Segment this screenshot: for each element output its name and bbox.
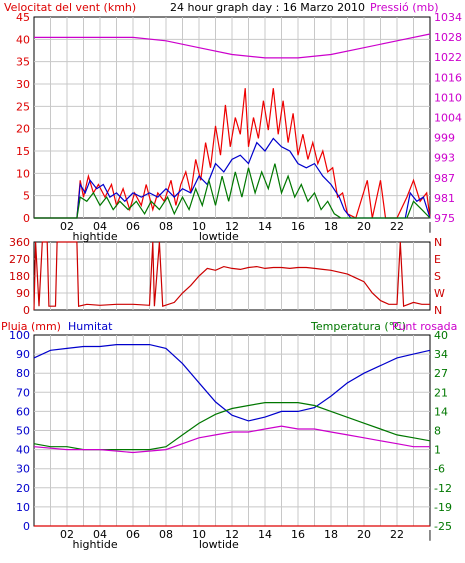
right-tick-label: -12 (434, 482, 452, 495)
x-tick-label: 08 (159, 528, 173, 541)
x-tick-label: 14 (258, 528, 272, 541)
wind-direction-series-line (33, 241, 430, 311)
right-tick-label: S (434, 270, 441, 283)
avg_wind-series-line (34, 137, 431, 219)
left-tick-label: 60 (16, 405, 30, 418)
hightide-label: hightide (72, 538, 117, 551)
right-tick-label: -19 (434, 501, 452, 514)
x-tick-label: 16 (291, 220, 305, 233)
x-tick-label: 20 (357, 528, 371, 541)
right-tick-label: E (434, 253, 441, 266)
left-tick-label: 40 (16, 33, 30, 46)
left-tick-label: 35 (16, 56, 30, 69)
right-tick-label: 1 (434, 444, 441, 457)
temperature-axis-title: Temperatura (°C) (310, 320, 406, 333)
lowtide-label: lowtide (199, 230, 239, 243)
x-tick-label: 04 (93, 528, 107, 541)
left-tick-label: 0 (23, 520, 30, 533)
x-tick-label: 20 (357, 220, 371, 233)
x-tick-label: 02 (60, 220, 74, 233)
x-tick-label: 06 (126, 220, 140, 233)
left-tick-label: 30 (16, 463, 30, 476)
x-tick-label: | (428, 220, 432, 233)
left-tick-label: 90 (16, 287, 30, 300)
left-tick-label: 45 (16, 11, 30, 24)
right-tick-label: W (434, 287, 445, 300)
right-tick-label: 1004 (434, 112, 462, 125)
left-tick-label: 80 (16, 367, 30, 380)
pressure-axis-title: Pressió (mb) (370, 1, 439, 14)
x-tick-label: 08 (159, 220, 173, 233)
right-tick-label: 981 (434, 192, 455, 205)
x-tick-label: 12 (225, 528, 239, 541)
graph-title: 24 hour graph day : 16 Marzo 2010 (170, 1, 365, 14)
x-tick-label: 18 (324, 220, 338, 233)
hightide-label: hightide (72, 230, 117, 243)
x-tick-label: 22 (390, 220, 404, 233)
x-tick-label: 16 (291, 528, 305, 541)
left-tick-label: 10 (16, 501, 30, 514)
left-tick-label: 90 (16, 348, 30, 361)
right-tick-label: 40 (434, 329, 448, 342)
x-tick-label: 14 (258, 220, 272, 233)
right-tick-label: -6 (434, 463, 445, 476)
right-tick-label: 21 (434, 386, 448, 399)
dewpoint-axis-title: Punt rosada (392, 320, 457, 333)
chart-panels: 0510152025303540459759819879939991004101… (9, 11, 462, 551)
dewpoint-series-line (33, 425, 430, 454)
x-tick-label: 18 (324, 528, 338, 541)
x-tick-label: 22 (390, 528, 404, 541)
left-tick-label: 360 (9, 236, 30, 249)
left-tick-label: 5 (23, 190, 30, 203)
x-tick-label: 10 (192, 528, 206, 541)
right-tick-label: -25 (434, 520, 452, 533)
left-tick-label: 180 (9, 270, 30, 283)
left-tick-label: 20 (16, 482, 30, 495)
x-tick-label: 04 (93, 220, 107, 233)
x-tick-label: 06 (126, 528, 140, 541)
right-tick-label: 1022 (434, 51, 462, 64)
x-tick-label: 12 (225, 220, 239, 233)
humidity-series-line (33, 344, 431, 422)
right-tick-label: 14 (434, 405, 448, 418)
right-tick-label: 1016 (434, 71, 462, 84)
left-tick-label: 270 (9, 253, 30, 266)
humidity-axis-title: Humitat (68, 320, 113, 333)
right-tick-label: 8 (434, 425, 441, 438)
right-tick-label: 1034 (434, 11, 462, 24)
lowtide-label: lowtide (199, 538, 239, 551)
left-tick-label: 40 (16, 444, 30, 457)
right-tick-label: 999 (434, 132, 455, 145)
left-tick-label: 25 (16, 100, 30, 113)
left-tick-label: 0 (23, 304, 30, 317)
right-tick-label: 27 (434, 367, 448, 380)
right-tick-label: 975 (434, 212, 455, 225)
right-tick-label: 1028 (434, 31, 462, 44)
left-tick-label: 50 (16, 425, 30, 438)
right-tick-label: 34 (434, 348, 448, 361)
left-tick-label: 20 (16, 123, 30, 136)
wind-speed-axis-title: Velocitat del vent (kmh) (4, 1, 136, 14)
x-tick-label: | (428, 528, 432, 541)
right-tick-label: 1010 (434, 91, 462, 104)
pressure-series-line (34, 33, 431, 59)
rain-axis-title: Pluja (mm) (1, 320, 61, 333)
left-tick-label: 30 (16, 78, 30, 91)
x-tick-label: 10 (192, 220, 206, 233)
x-tick-label: 02 (60, 528, 74, 541)
left-tick-label: 100 (9, 329, 30, 342)
min_wind-series-line (34, 163, 431, 219)
right-tick-label: N (434, 236, 442, 249)
right-tick-label: 987 (434, 172, 455, 185)
left-tick-label: 0 (23, 212, 30, 225)
right-tick-label: 993 (434, 152, 455, 165)
left-tick-label: 10 (16, 167, 30, 180)
left-tick-label: 70 (16, 386, 30, 399)
right-tick-label: N (434, 304, 442, 317)
left-tick-label: 15 (16, 145, 30, 158)
